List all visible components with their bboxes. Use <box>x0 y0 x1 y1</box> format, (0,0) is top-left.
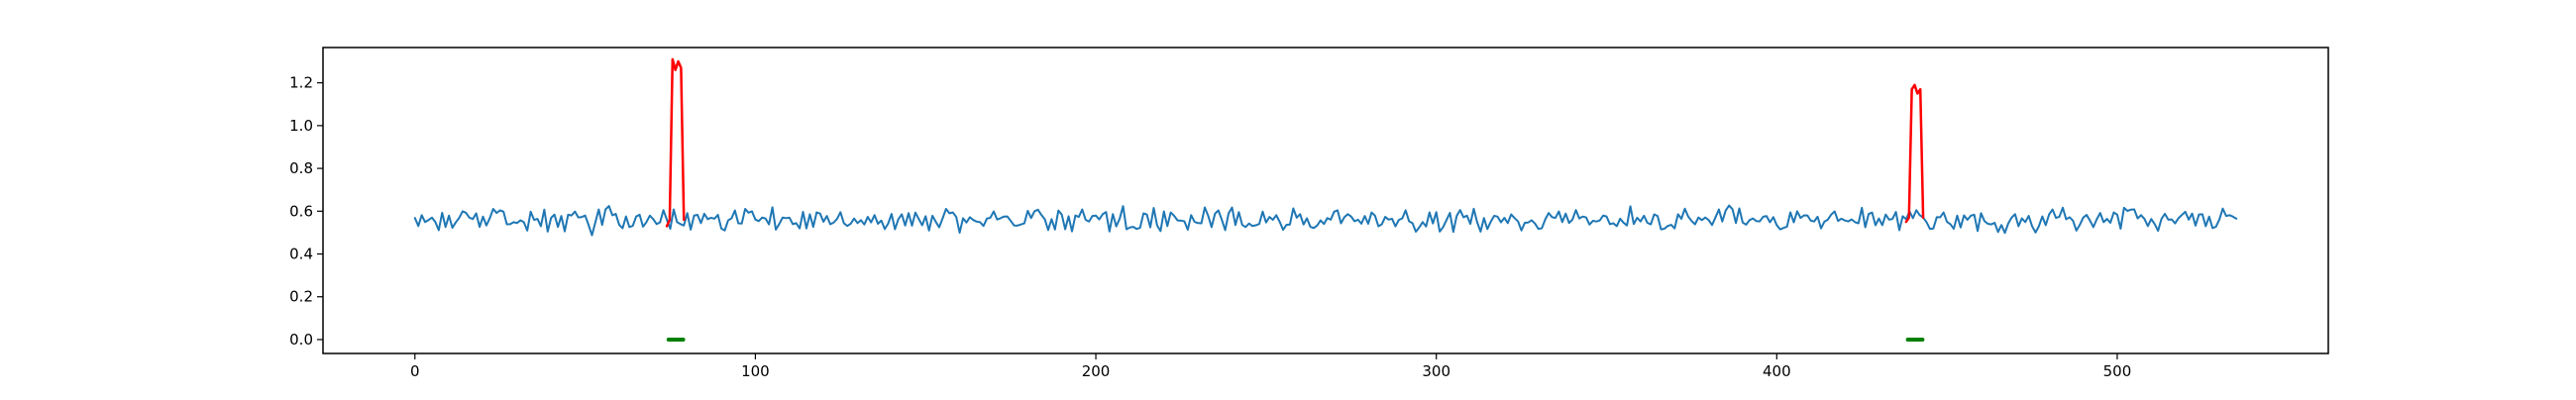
y-tick-label-1: 0.2 <box>289 288 313 306</box>
axis-layer: 0 100 200 300 400 500 0.0 0.2 0.4 0.6 0.8 1.0 1.2 <box>289 47 2329 380</box>
main-series-line <box>413 204 2238 237</box>
anomaly-spike-2 <box>1904 83 1925 224</box>
x-tick-label-3: 300 <box>1422 362 1450 380</box>
y-tick-label-2: 0.4 <box>289 246 313 263</box>
y-tick-label-3: 0.6 <box>289 202 313 220</box>
anomaly-spike-1 <box>665 57 686 228</box>
anomaly-layer <box>665 57 1925 228</box>
y-tick-label-6: 1.2 <box>289 74 313 92</box>
plot-frame <box>322 47 2329 354</box>
plot-area-background <box>323 48 2328 353</box>
series-layer <box>413 204 2238 237</box>
y-tick-label-0: 0.0 <box>289 331 313 349</box>
x-tick-label-5: 500 <box>2103 362 2132 380</box>
x-tick-label-4: 400 <box>1763 362 1791 380</box>
x-tick-label-2: 200 <box>1082 362 1111 380</box>
plot-background-layer <box>323 48 2328 353</box>
x-tick-label-0: 0 <box>410 362 420 380</box>
y-tick-label-5: 1.0 <box>289 117 313 135</box>
x-tick-label-1: 100 <box>741 362 770 380</box>
y-tick-label-4: 0.8 <box>289 159 313 177</box>
